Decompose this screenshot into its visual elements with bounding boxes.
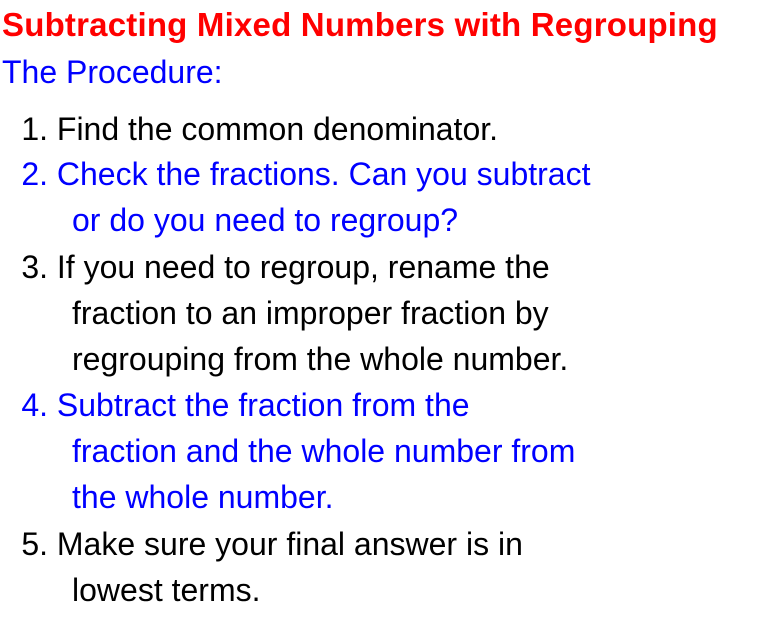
step-2: 2. Check the fractions. Can you subtract… [0,151,590,243]
page-title: Subtracting Mixed Numbers with Regroupin… [2,6,718,44]
step-3: 3. If you need to regroup, rename the fr… [0,244,568,382]
step-4: 4. Subtract the fraction from the fracti… [0,382,575,520]
step-number: 5. [0,521,48,567]
step-text: the whole number. [0,474,575,520]
step-text: fraction to an improper fraction by [0,290,568,336]
step-text: fraction and the whole number from [0,428,575,474]
step-text: lowest terms. [0,567,523,613]
step-text: regrouping from the whole number. [0,336,568,382]
slide: Subtracting Mixed Numbers with Regroupin… [0,0,783,626]
step-text: or do you need to regroup? [0,197,590,243]
step-text: Make sure your final answer is in [57,526,523,562]
step-text: Check the fractions. Can you subtract [57,156,591,192]
step-number: 4. [0,382,48,428]
step-text: If you need to regroup, rename the [57,249,550,285]
step-number: 1. [0,106,48,152]
step-number: 3. [0,244,48,290]
step-text: Find the common denominator. [57,111,498,147]
step-5: 5. Make sure your final answer is in low… [0,521,523,613]
step-1: 1. Find the common denominator. [0,106,498,152]
procedure-heading: The Procedure: [2,54,223,91]
step-number: 2. [0,151,48,197]
step-text: Subtract the fraction from the [57,387,470,423]
